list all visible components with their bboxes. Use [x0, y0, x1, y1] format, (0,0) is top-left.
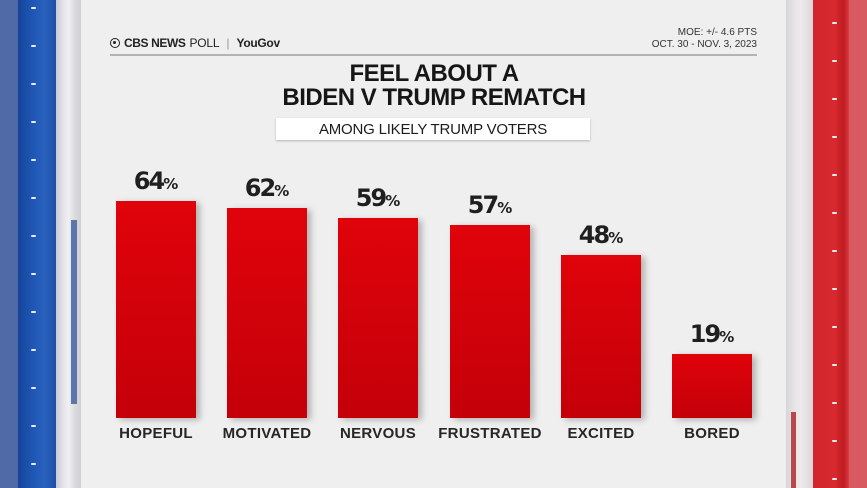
right-panel-edge — [786, 0, 813, 488]
pillar-tick-mark — [31, 7, 36, 9]
pillar-tick-mark — [832, 212, 837, 214]
bar-hopeful: 64% — [116, 168, 196, 418]
poll-meta: MOE: +/- 4.6 PTS OCT. 30 - NOV. 3, 2023 — [652, 27, 757, 51]
bar-bored: 19% — [672, 321, 752, 418]
pillar-tick-mark — [31, 159, 36, 161]
pillar-tick-mark — [31, 121, 36, 123]
title-line-1: FEEL ABOUT A — [349, 60, 519, 87]
bar-value-label: 19% — [689, 320, 735, 348]
bar-fill — [227, 208, 307, 418]
pillar-tick-mark — [31, 45, 36, 47]
right-red-pillar — [813, 0, 849, 488]
bar-excited: 48% — [561, 222, 641, 418]
pillar-tick-mark — [31, 311, 36, 313]
left-accent-strip — [71, 220, 77, 404]
bar-value-label: 62% — [244, 174, 290, 202]
pillar-tick-mark — [832, 60, 837, 62]
chart-title: FEEL ABOUT A BIDEN V TRUMP REMATCH — [180, 62, 688, 110]
bar-fill — [116, 201, 196, 418]
category-label: FRUSTRATED — [438, 425, 542, 442]
bar-value-label: 57% — [467, 191, 513, 219]
left-blue-pillar — [18, 0, 56, 488]
pillar-tick-mark — [31, 387, 36, 389]
left-border-decoration — [0, 0, 18, 488]
pillar-tick-mark — [31, 273, 36, 275]
poll-brand: CBS NEWS POLL | YouGov — [110, 35, 280, 51]
bar-fill — [672, 354, 752, 418]
chart-subtitle: AMONG LIKELY TRUMP VOTERS — [276, 118, 590, 140]
brand-poll: POLL — [189, 36, 220, 50]
field-dates: OCT. 30 - NOV. 3, 2023 — [651, 39, 757, 50]
cbs-eye-icon — [110, 38, 120, 48]
pillar-tick-mark — [832, 288, 837, 290]
bar-fill — [450, 225, 530, 418]
category-label: NERVOUS — [339, 425, 416, 442]
bar-motivated: 62% — [227, 175, 307, 418]
pillar-tick-mark — [832, 250, 837, 252]
bar-value-label: 64% — [133, 167, 179, 195]
category-label: MOTIVATED — [222, 425, 312, 442]
pillar-tick-mark — [832, 440, 837, 442]
right-border-decoration — [849, 0, 867, 488]
bar-fill — [561, 255, 641, 418]
pillar-tick-mark — [31, 349, 36, 351]
pillar-tick-mark — [832, 22, 837, 24]
bar-value-label: 59% — [355, 184, 401, 212]
brand-network: CBS NEWS — [124, 36, 186, 50]
pillar-tick-mark — [31, 425, 36, 427]
title-line-2: BIDEN V TRUMP REMATCH — [282, 84, 586, 111]
category-label: BORED — [684, 425, 740, 442]
pillar-tick-mark — [31, 235, 36, 237]
pillar-tick-mark — [832, 136, 837, 138]
pillar-tick-mark — [832, 98, 837, 100]
category-label: EXCITED — [567, 425, 635, 442]
pillar-tick-mark — [832, 478, 837, 480]
bar-fill — [338, 218, 418, 418]
pillar-tick-mark — [832, 174, 837, 176]
pillar-tick-mark — [31, 83, 36, 85]
brand-separator: | — [226, 36, 230, 50]
category-label: HOPEFUL — [119, 425, 193, 442]
bar-nervous: 59% — [338, 185, 418, 418]
header-divider — [110, 54, 757, 56]
bar-frustrated: 57% — [450, 192, 530, 418]
bar-value-label: 48% — [578, 221, 624, 249]
right-accent-strip — [791, 412, 796, 488]
pillar-tick-mark — [832, 402, 837, 404]
subtitle-text: AMONG LIKELY TRUMP VOTERS — [318, 120, 548, 138]
pillar-tick-mark — [31, 197, 36, 199]
brand-partner: YouGov — [236, 36, 281, 50]
pillar-tick-mark — [832, 326, 837, 328]
pillar-tick-mark — [832, 364, 837, 366]
pillar-tick-mark — [31, 463, 36, 465]
margin-of-error: MOE: +/- 4.6 PTS — [677, 27, 757, 38]
